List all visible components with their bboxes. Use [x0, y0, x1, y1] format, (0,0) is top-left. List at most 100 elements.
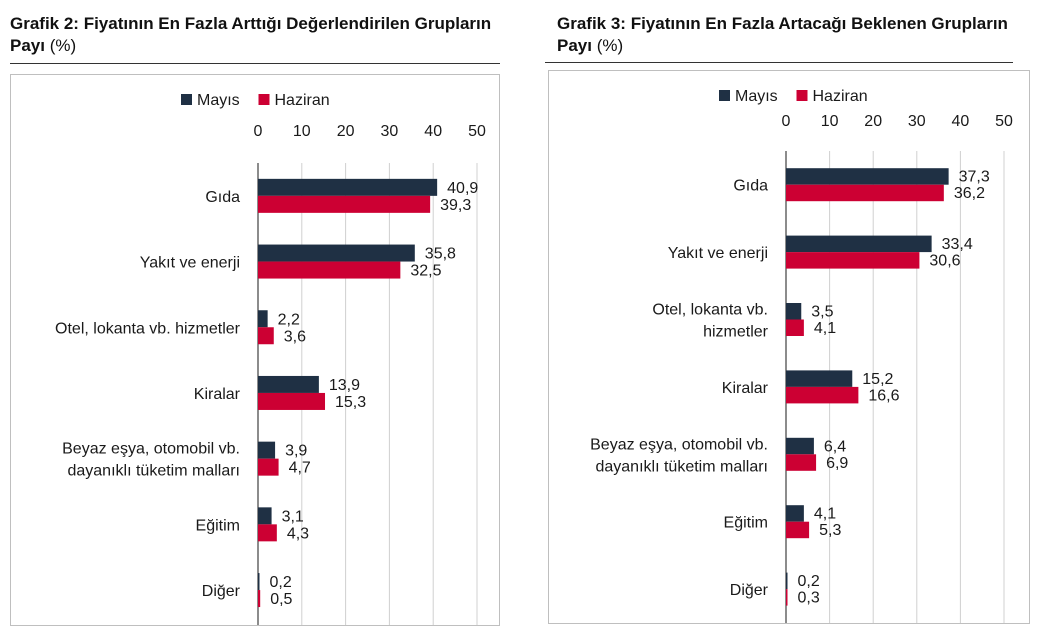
bar: [786, 303, 802, 320]
x-tick-label: 20: [337, 123, 355, 140]
data-label: 37,3: [959, 169, 990, 186]
category-label: hizmetler: [703, 324, 769, 341]
x-tick-label: 0: [254, 123, 263, 140]
bar: [258, 441, 276, 459]
data-label: 0,5: [270, 591, 292, 608]
legend-label: Haziran: [275, 92, 330, 109]
chart-title-1: Grafik 2: Fiyatının En Fazla Arttığı Değ…: [10, 13, 510, 57]
title-rule-2: [545, 62, 1013, 63]
bar: [258, 392, 326, 410]
data-label: 3,1: [282, 508, 304, 525]
data-label: 4,1: [814, 320, 836, 337]
category-label: Eğitim: [196, 517, 240, 534]
bar: [258, 195, 431, 213]
data-label: 4,1: [814, 506, 836, 523]
x-tick-label: 20: [864, 113, 882, 130]
bar: [258, 590, 261, 608]
data-label: 15,3: [335, 394, 366, 411]
legend-swatch: [181, 94, 192, 105]
category-label: Kiralar: [722, 380, 769, 397]
chart-title-1-unit: (%): [49, 36, 77, 55]
category-label: Yakıt ve enerji: [668, 245, 768, 262]
bar: [786, 252, 920, 269]
x-tick-label: 10: [293, 123, 311, 140]
category-label: dayanıklı tüketim malları: [595, 458, 768, 475]
bar: [786, 589, 788, 606]
category-label: Gıda: [733, 178, 768, 195]
data-label: 2,2: [278, 311, 300, 328]
bar: [258, 573, 260, 591]
x-tick-label: 30: [908, 113, 926, 130]
legend-swatch: [796, 90, 808, 101]
data-label: 15,2: [862, 371, 893, 388]
bar: [786, 370, 853, 387]
bar: [786, 505, 804, 522]
category-label: Kiralar: [194, 386, 241, 403]
data-label: 32,5: [410, 263, 441, 280]
bar: [258, 261, 401, 279]
bar: [786, 168, 949, 185]
x-tick-label: 40: [952, 113, 970, 130]
bar: [258, 458, 279, 476]
bar: [258, 327, 274, 345]
category-label: Yakıt ve enerji: [140, 255, 240, 272]
data-label: 6,4: [824, 438, 846, 455]
x-tick-label: 40: [424, 123, 442, 140]
data-label: 16,6: [868, 387, 899, 404]
bar: [786, 572, 788, 590]
bar: [258, 178, 438, 196]
category-label: Gıda: [205, 189, 240, 206]
bar: [258, 507, 272, 525]
category-label: Beyaz eşya, otomobil vb.: [62, 441, 240, 458]
legend-swatch: [719, 90, 730, 101]
data-label: 4,3: [287, 525, 309, 542]
category-label: Otel, lokanta vb. hizmetler: [55, 320, 241, 337]
data-label: 35,8: [425, 246, 456, 263]
data-label: 3,9: [285, 443, 307, 460]
data-label: 3,5: [811, 304, 833, 321]
bar: [786, 454, 817, 471]
category-label: Diğer: [730, 582, 769, 599]
chart-title-2-unit: (%): [596, 36, 624, 55]
title-rule-1: [10, 63, 500, 64]
data-label: 13,9: [329, 377, 360, 394]
data-label: 3,6: [284, 328, 306, 345]
bar: [786, 235, 932, 253]
x-tick-label: 10: [821, 113, 839, 130]
data-label: 36,2: [954, 185, 985, 202]
data-label: 33,4: [942, 236, 973, 253]
x-tick-label: 30: [381, 123, 399, 140]
legend-label: Mayıs: [735, 88, 778, 105]
x-tick-label: 50: [995, 113, 1013, 130]
bar: [786, 521, 810, 539]
bar: [258, 244, 415, 262]
category-label: Beyaz eşya, otomobil vb.: [590, 436, 768, 453]
legend-label: Mayıs: [197, 92, 240, 109]
category-label: Diğer: [202, 583, 241, 600]
chart-title-1-main: Grafik 2: Fiyatının En Fazla Arttığı Değ…: [10, 14, 492, 55]
data-label: 40,9: [447, 180, 478, 197]
legend-label: Haziran: [813, 88, 868, 105]
bar: [786, 319, 804, 336]
category-label: Eğitim: [724, 515, 768, 532]
x-tick-label: 50: [468, 123, 486, 140]
bar: [786, 386, 859, 404]
chart-frame-2: 0 10 20 30 40 50 Mayıs Haziran 37,3 36,2 Gıda 33,4 3…: [548, 70, 1030, 624]
data-label: 4,7: [289, 460, 311, 477]
data-label: 30,6: [929, 253, 960, 270]
data-label: 6,9: [826, 455, 848, 472]
bar: [258, 375, 319, 393]
chart-frame-1: 0 10 20 30 40 50 Mayıs Haziran 40,9 39,3 Gıda 35,8 3…: [10, 74, 500, 626]
bar: [258, 310, 268, 328]
bar: [786, 184, 944, 202]
x-tick-label: 0: [782, 113, 791, 130]
data-label: 39,3: [440, 197, 471, 214]
data-label: 0,2: [798, 573, 820, 590]
legend-swatch: [258, 94, 270, 105]
data-label: 0,2: [270, 574, 292, 591]
category-label: dayanıklı tüketim malları: [67, 463, 240, 480]
chart-title-2: Grafik 3: Fiyatının En Fazla Artacağı Be…: [557, 13, 1027, 57]
data-label: 5,3: [819, 522, 841, 539]
